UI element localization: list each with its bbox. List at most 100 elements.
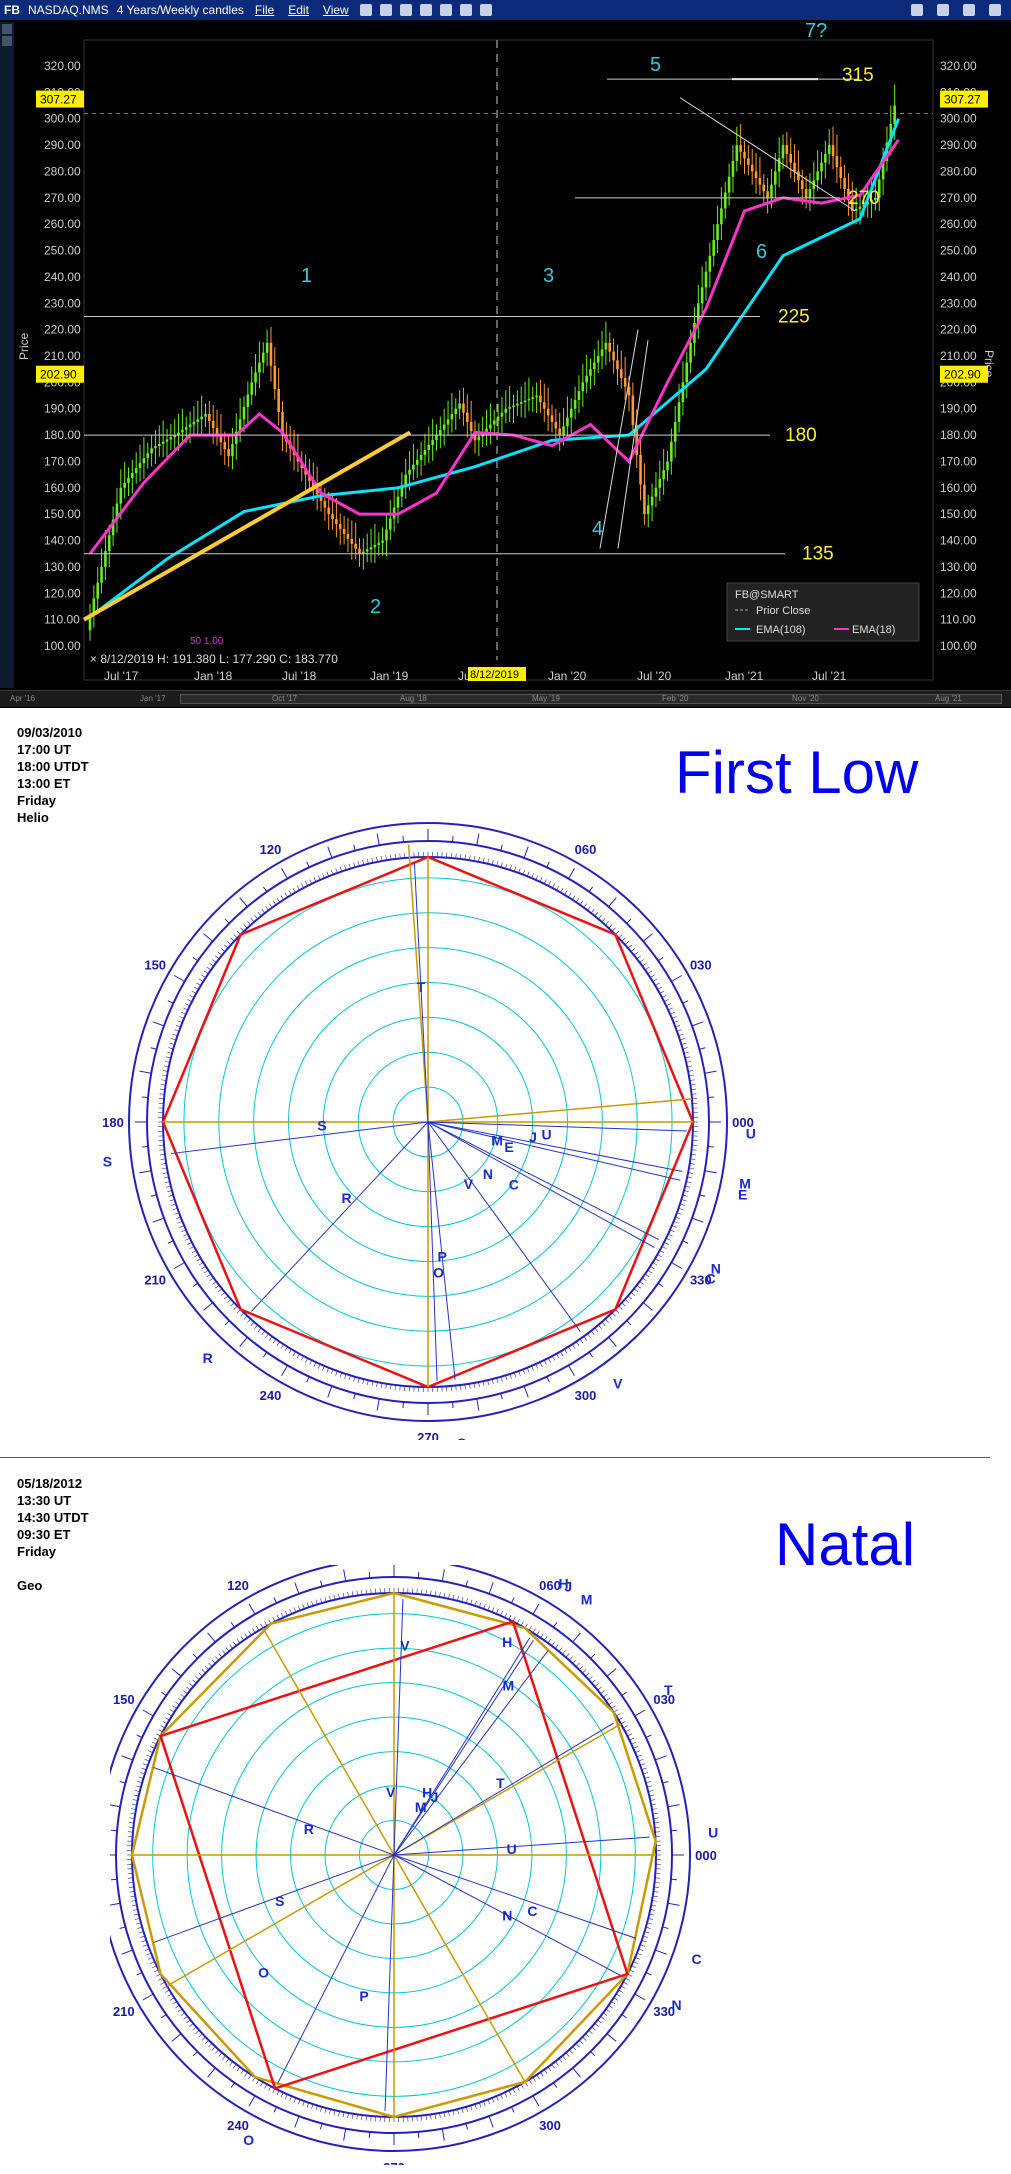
level-label-225: 225	[778, 306, 810, 327]
settings-icon[interactable]	[479, 4, 492, 16]
minor-tick	[144, 1759, 150, 1762]
close-icon[interactable]	[989, 4, 1001, 16]
candle-body	[623, 377, 627, 387]
minor-tick	[627, 1295, 632, 1300]
minor-tick	[627, 944, 632, 949]
minor-tick	[531, 1365, 534, 1371]
scroll-thumb[interactable]	[180, 694, 1002, 704]
plot-area[interactable]	[83, 39, 934, 681]
minor-tick	[329, 1595, 331, 1601]
minor-tick	[344, 1373, 347, 1379]
price-chart[interactable]: 100.00 100.00 110.00 110.00 120.00 120.00 130.…	[0, 20, 1011, 688]
degree-tick	[590, 2051, 596, 2057]
minor-tick	[641, 1940, 647, 1943]
minor-tick	[171, 1038, 177, 1041]
y-tick-label-left: 100.00	[44, 639, 81, 653]
minor-tick	[608, 1315, 613, 1320]
link-icon[interactable]	[911, 4, 923, 16]
crosshair-icon[interactable]	[359, 4, 372, 16]
y-tick-label-right: 160.00	[940, 481, 977, 495]
minor-tick	[215, 1656, 219, 1661]
cursor-readout: × 8/12/2019 H: 191.380 L: 177.290 C: 183…	[90, 652, 338, 666]
degree-tick	[402, 836, 405, 843]
planet-glyph-inner: M	[502, 1678, 514, 1694]
expand-icon[interactable]	[2, 24, 12, 34]
minor-tick	[594, 1327, 599, 1333]
minor-tick	[608, 1701, 613, 1705]
minor-tick	[285, 1610, 288, 1616]
candle-body	[200, 416, 203, 420]
degree-tick	[119, 1781, 126, 1784]
minor-tick	[682, 1047, 688, 1050]
minor-tick	[650, 1799, 656, 1801]
minor-tick	[690, 1153, 697, 1156]
minor-tick	[605, 1697, 611, 1702]
minor-tick	[588, 2030, 593, 2034]
menu-file[interactable]: File	[254, 3, 275, 17]
minor-tick	[240, 1312, 245, 1317]
minor-tick	[161, 1163, 167, 1165]
minor-tick	[568, 892, 572, 898]
minor-tick	[560, 888, 564, 893]
degree-tick	[488, 2116, 494, 2128]
candle-body	[658, 479, 662, 488]
y-tick-label-left: 320.00	[44, 59, 81, 73]
minor-tick	[636, 955, 641, 960]
period-dropdown[interactable]: 4 Years/Weekly candles	[116, 3, 244, 17]
draw-line-icon[interactable]	[419, 4, 432, 16]
minimize-icon[interactable]	[937, 4, 949, 16]
undo-icon[interactable]	[379, 4, 392, 16]
chart-scrollbar[interactable]: Apr '16 Jan '17 Oct '17 Aug '18 May '19 Feb '…	[0, 690, 1011, 707]
minor-tick	[264, 2084, 268, 2089]
minor-tick	[690, 1158, 696, 1160]
minor-tick	[605, 1318, 609, 1323]
maximize-icon[interactable]	[963, 4, 975, 16]
candle-body	[697, 303, 700, 324]
minor-tick	[201, 1669, 206, 1674]
y-tick-label-left: 150.00	[44, 507, 81, 521]
candle-body	[369, 547, 373, 550]
minor-tick	[630, 948, 636, 952]
exchange-label[interactable]: NASDAQ.NMS	[28, 3, 109, 17]
wheel1-date: 09/03/2010	[17, 725, 83, 740]
minor-tick	[339, 866, 343, 872]
menu-view[interactable]: View	[322, 3, 349, 17]
minor-tick	[636, 1754, 642, 1758]
candle-body	[408, 469, 411, 475]
minor-tick	[236, 2066, 241, 2072]
minor-tick	[644, 966, 650, 971]
minor-tick	[326, 871, 330, 877]
menu-edit[interactable]: Edit	[288, 3, 309, 17]
minor-tick	[496, 1609, 499, 1614]
minor-tick	[653, 1817, 659, 1819]
minor-tick	[296, 885, 300, 891]
redo-icon[interactable]	[399, 4, 412, 16]
minor-tick	[365, 1589, 367, 1595]
zoom-out-icon[interactable]	[439, 4, 452, 16]
symbol-label[interactable]: FB	[4, 3, 20, 17]
planet-glyph-inner: T	[496, 1775, 505, 1791]
minor-tick	[201, 1266, 206, 1270]
minor-tick	[280, 1344, 284, 1349]
last-price-tag-right-bg	[940, 90, 988, 108]
minor-tick	[621, 937, 626, 942]
candle-body	[708, 255, 712, 272]
candle-body	[208, 414, 211, 422]
minor-tick	[224, 944, 229, 949]
wave-label-6: 6	[756, 241, 767, 263]
candle-body	[716, 224, 719, 240]
minor-tick	[144, 1948, 150, 1951]
collapse-icon[interactable]	[2, 36, 12, 46]
wheel1-chart: 000030060090120150180210240270300330TSRP…	[102, 822, 756, 1440]
small-label: 50 1.00	[190, 636, 224, 647]
minor-tick	[491, 2097, 495, 2103]
minor-tick	[560, 1351, 564, 1356]
y-tick-label-left: 290.00	[44, 138, 81, 152]
degree-tick	[376, 833, 380, 846]
minor-tick	[137, 1926, 143, 1929]
candle-body	[550, 415, 554, 422]
zoom-in-icon[interactable]	[459, 4, 472, 16]
wheel1-info: 09/03/2010 17:00 UT 18:00 UTDT 13:00 ET …	[17, 724, 89, 826]
minor-tick	[544, 2069, 548, 2074]
minor-tick	[540, 1633, 544, 1638]
